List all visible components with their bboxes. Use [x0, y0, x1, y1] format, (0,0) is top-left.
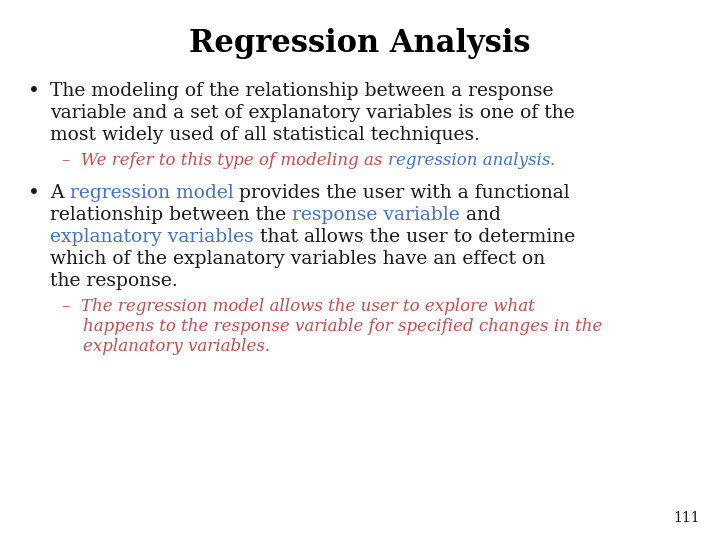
Text: •: • [28, 82, 40, 101]
Text: Regression Analysis: Regression Analysis [189, 28, 531, 59]
Text: response variable: response variable [292, 206, 460, 224]
Text: the response.: the response. [50, 272, 178, 290]
Text: •: • [28, 184, 40, 203]
Text: happens to the response variable for specified changes in the: happens to the response variable for spe… [62, 318, 603, 335]
Text: –  The regression model allows the user to explore what: – The regression model allows the user t… [62, 298, 535, 315]
Text: and: and [460, 206, 500, 224]
Text: A: A [50, 184, 70, 202]
Text: regression model: regression model [70, 184, 233, 202]
Text: provides the user with a functional: provides the user with a functional [233, 184, 570, 202]
Text: explanatory variables.: explanatory variables. [62, 338, 270, 355]
Text: .: . [550, 152, 555, 169]
Text: relationship between the: relationship between the [50, 206, 292, 224]
Text: explanatory variables: explanatory variables [50, 228, 253, 246]
Text: most widely used of all statistical techniques.: most widely used of all statistical tech… [50, 126, 480, 144]
Text: variable and a set of explanatory variables is one of the: variable and a set of explanatory variab… [50, 104, 575, 122]
Text: 111: 111 [673, 511, 700, 525]
Text: regression analysis: regression analysis [387, 152, 550, 169]
Text: The modeling of the relationship between a response: The modeling of the relationship between… [50, 82, 554, 100]
Text: which of the explanatory variables have an effect on: which of the explanatory variables have … [50, 250, 545, 268]
Text: –  We refer to this type of modeling as: – We refer to this type of modeling as [62, 152, 387, 169]
Text: that allows the user to determine: that allows the user to determine [253, 228, 575, 246]
